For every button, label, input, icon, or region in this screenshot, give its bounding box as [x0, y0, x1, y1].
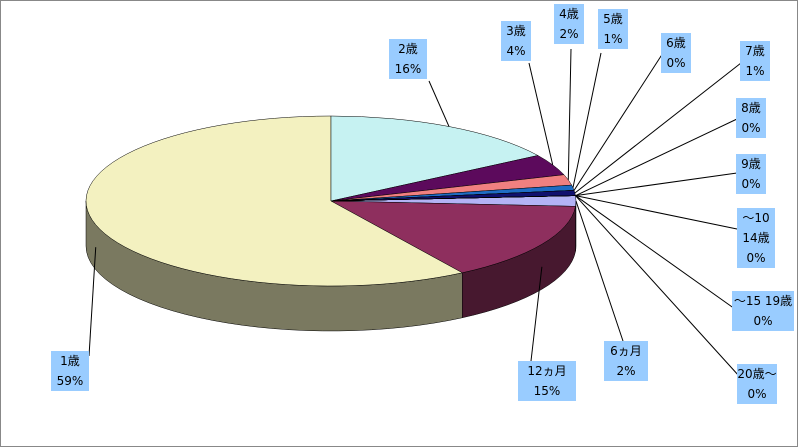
leader-line: [572, 52, 602, 188]
leader-line: [575, 118, 738, 197]
category-label: 5歳: [603, 12, 623, 26]
data-label: 4歳 2%: [554, 4, 584, 44]
value-label: 0%: [746, 251, 766, 265]
leader-line: [574, 62, 742, 194]
data-label: 3歳 4%: [501, 21, 531, 61]
category-label: 9歳: [741, 157, 761, 171]
pie-slice: [85, 115, 463, 287]
pie-slice: [330, 115, 539, 202]
category-label: ～10 14歳: [742, 211, 770, 245]
category-label: 7歳: [745, 44, 765, 58]
data-label: 6ヵ月 2%: [604, 341, 648, 381]
data-label: 8歳 0%: [736, 98, 766, 138]
value-label: 0%: [747, 387, 767, 401]
leader-line: [88, 247, 97, 357]
leader-line: [575, 172, 738, 197]
data-label: 9歳 0%: [736, 154, 766, 194]
category-label: 6歳: [666, 36, 686, 50]
leader-line: [575, 195, 736, 310]
category-label: 20歳～: [737, 367, 777, 381]
data-label: ～10 14歳 0%: [737, 208, 775, 268]
leader-line: [428, 80, 450, 127]
data-label: 2歳 16%: [389, 39, 427, 79]
data-label: 6歳 0%: [661, 33, 691, 73]
category-label: 12ヵ月: [527, 364, 567, 378]
category-label: 8歳: [741, 101, 761, 115]
pie-slice: [330, 200, 576, 274]
leader-line: [528, 62, 554, 165]
data-label: ～15 19歳 0%: [732, 291, 794, 331]
value-label: 2%: [559, 27, 579, 41]
category-label: 6ヵ月: [610, 344, 642, 358]
category-label: 3歳: [506, 24, 526, 38]
value-label: 4%: [506, 44, 526, 58]
value-label: 59%: [56, 374, 84, 388]
leader-line: [575, 195, 738, 230]
data-label: 1歳 59%: [51, 351, 89, 391]
data-label: 20歳～ 0%: [737, 364, 777, 404]
value-label: 0%: [666, 56, 686, 70]
leader-line: [567, 48, 572, 180]
data-label: 12ヵ月 15%: [518, 361, 576, 401]
value-label: 0%: [741, 177, 761, 191]
leader-line: [530, 266, 543, 362]
category-label: 1歳: [60, 354, 80, 368]
value-label: 2%: [616, 364, 636, 378]
category-label: 2歳: [398, 42, 418, 56]
value-label: 0%: [741, 121, 761, 135]
value-label: 1%: [745, 64, 765, 78]
leader-line: [575, 195, 740, 377]
data-label: 7歳 1%: [740, 41, 770, 81]
value-label: 15%: [533, 384, 561, 398]
data-label: 5歳 1%: [598, 9, 628, 49]
leader-line: [575, 200, 624, 342]
value-label: 0%: [753, 314, 773, 328]
value-label: 1%: [603, 32, 623, 46]
category-label: ～15 19歳: [733, 294, 793, 308]
category-label: 4歳: [559, 7, 579, 21]
leader-line: [573, 52, 664, 191]
value-label: 16%: [394, 62, 422, 76]
